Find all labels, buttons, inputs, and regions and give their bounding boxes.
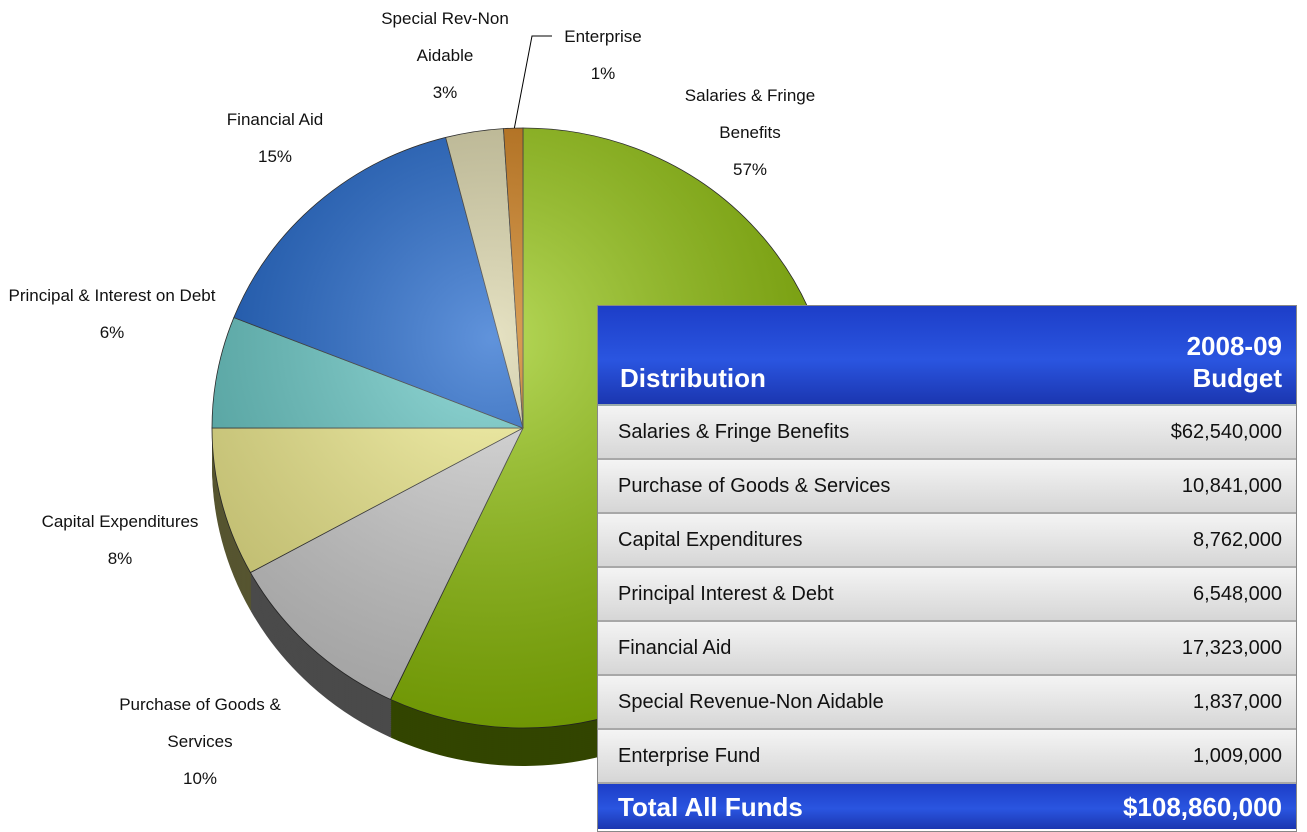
slice-label-name: Capital Expenditures xyxy=(41,512,199,531)
slice-label-name: Purchase of Goods & Services xyxy=(119,695,281,751)
budget-table: Distribution 2008-09 Budget Salaries & F… xyxy=(597,305,1297,832)
slice-label-value: 3% xyxy=(432,83,458,102)
table-cell: 1,837,000 xyxy=(1193,691,1282,713)
table-cell: 8,762,000 xyxy=(1193,529,1282,551)
table-header: Distribution 2008-09 Budget xyxy=(598,306,1296,406)
table-cell: Financial Aid xyxy=(618,637,732,659)
header-cell: Distribution xyxy=(620,363,766,393)
table-cell: Purchase of Goods & Services xyxy=(618,475,891,497)
slice-label-value: 10% xyxy=(182,769,218,788)
table-cell: 17,323,000 xyxy=(1181,637,1282,659)
total-cell: Total All Funds xyxy=(618,792,803,822)
table-row: Enterprise Fund 1,009,000 xyxy=(598,730,1296,784)
table-row: Special Revenue-Non Aidable 1,837,000 xyxy=(598,676,1296,730)
slice-label-value: 8% xyxy=(107,549,133,568)
table-cell: 6,548,000 xyxy=(1193,583,1282,605)
slice-label-name: Financial Aid xyxy=(226,110,324,129)
table-row: Purchase of Goods & Services 10,841,000 xyxy=(598,460,1296,514)
slice-label: Salaries & Fringe Benefits 57% xyxy=(663,77,838,188)
table-body: Salaries & Fringe Benefits $62,540,000 Pur… xyxy=(598,406,1296,784)
table-row: Financial Aid 17,323,000 xyxy=(598,622,1296,676)
slice-label: Enterprise 1% xyxy=(543,18,663,92)
slice-label-name: Salaries & Fringe Benefits xyxy=(684,86,816,142)
slice-label-value: 15% xyxy=(257,147,293,166)
leader-line xyxy=(513,35,552,131)
table-cell: Enterprise Fund xyxy=(618,745,761,767)
table-cell: Principal Interest & Debt xyxy=(618,583,834,605)
table-row: Salaries & Fringe Benefits $62,540,000 xyxy=(598,406,1296,460)
table-row: Principal Interest & Debt 6,548,000 xyxy=(598,568,1296,622)
slice-label: Capital Expenditures 8% xyxy=(15,503,225,577)
slice-label: Special Rev-Non Aidable 3% xyxy=(370,0,520,111)
slice-label: Financial Aid 15% xyxy=(195,101,355,175)
slice-label: Purchase of Goods & Services 10% xyxy=(90,686,310,797)
slice-label-value: 6% xyxy=(99,323,125,342)
table-total: Total All Funds $108,860,000 xyxy=(598,784,1296,829)
header-cell: 2008-09 Budget xyxy=(1186,331,1282,393)
table-cell: 1,009,000 xyxy=(1193,745,1282,767)
slice-label-value: 57% xyxy=(732,160,768,179)
table-cell: 10,841,000 xyxy=(1181,475,1282,497)
slice-label-name: Enterprise xyxy=(564,27,642,46)
table-row: Capital Expenditures 8,762,000 xyxy=(598,514,1296,568)
table-cell: $62,540,000 xyxy=(1170,421,1282,443)
slice-label-name: Special Rev-Non Aidable xyxy=(381,9,509,65)
table-cell: Salaries & Fringe Benefits xyxy=(618,421,850,443)
slice-label: Principal & Interest on Debt 6% xyxy=(0,277,237,351)
table-cell: Capital Expenditures xyxy=(618,529,803,551)
total-cell: $108,860,000 xyxy=(1122,792,1282,822)
table-cell: Special Revenue-Non Aidable xyxy=(618,691,884,713)
slice-label-name: Principal & Interest on Debt xyxy=(8,286,216,305)
slice-label-value: 1% xyxy=(590,64,616,83)
